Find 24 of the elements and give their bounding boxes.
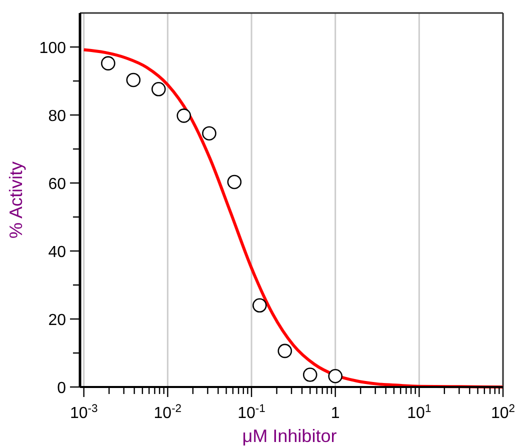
point [151,82,166,96]
y-tick-label: 60 [48,176,66,193]
y-axis-title: % Activity [6,161,26,239]
y-tick-label: 80 [48,108,66,125]
point [278,344,292,358]
x-tick-label: 10$^{-3}$ [70,403,98,422]
point [126,72,141,88]
y-tick-label: 0 [57,380,66,397]
x-tick-label: 10$^{2}$ [490,403,516,422]
point [101,56,116,70]
y-tick-label: 20 [48,312,66,329]
point [252,298,267,313]
x-axis-title: μM Inhibitor [242,426,337,446]
point [302,368,318,382]
point [328,368,342,384]
point [227,174,242,190]
point [202,126,216,141]
x-tick-label: 10$^{1}$ [407,403,432,422]
y-tick-label: 100 [39,40,66,57]
y-tick-label: 40 [48,244,66,261]
x-tick-label: 1 [330,405,340,422]
x-tick-label: 10$^{-1}$ [238,403,266,422]
point [176,108,192,123]
x-tick-label: 10$^{-2}$ [154,403,182,422]
